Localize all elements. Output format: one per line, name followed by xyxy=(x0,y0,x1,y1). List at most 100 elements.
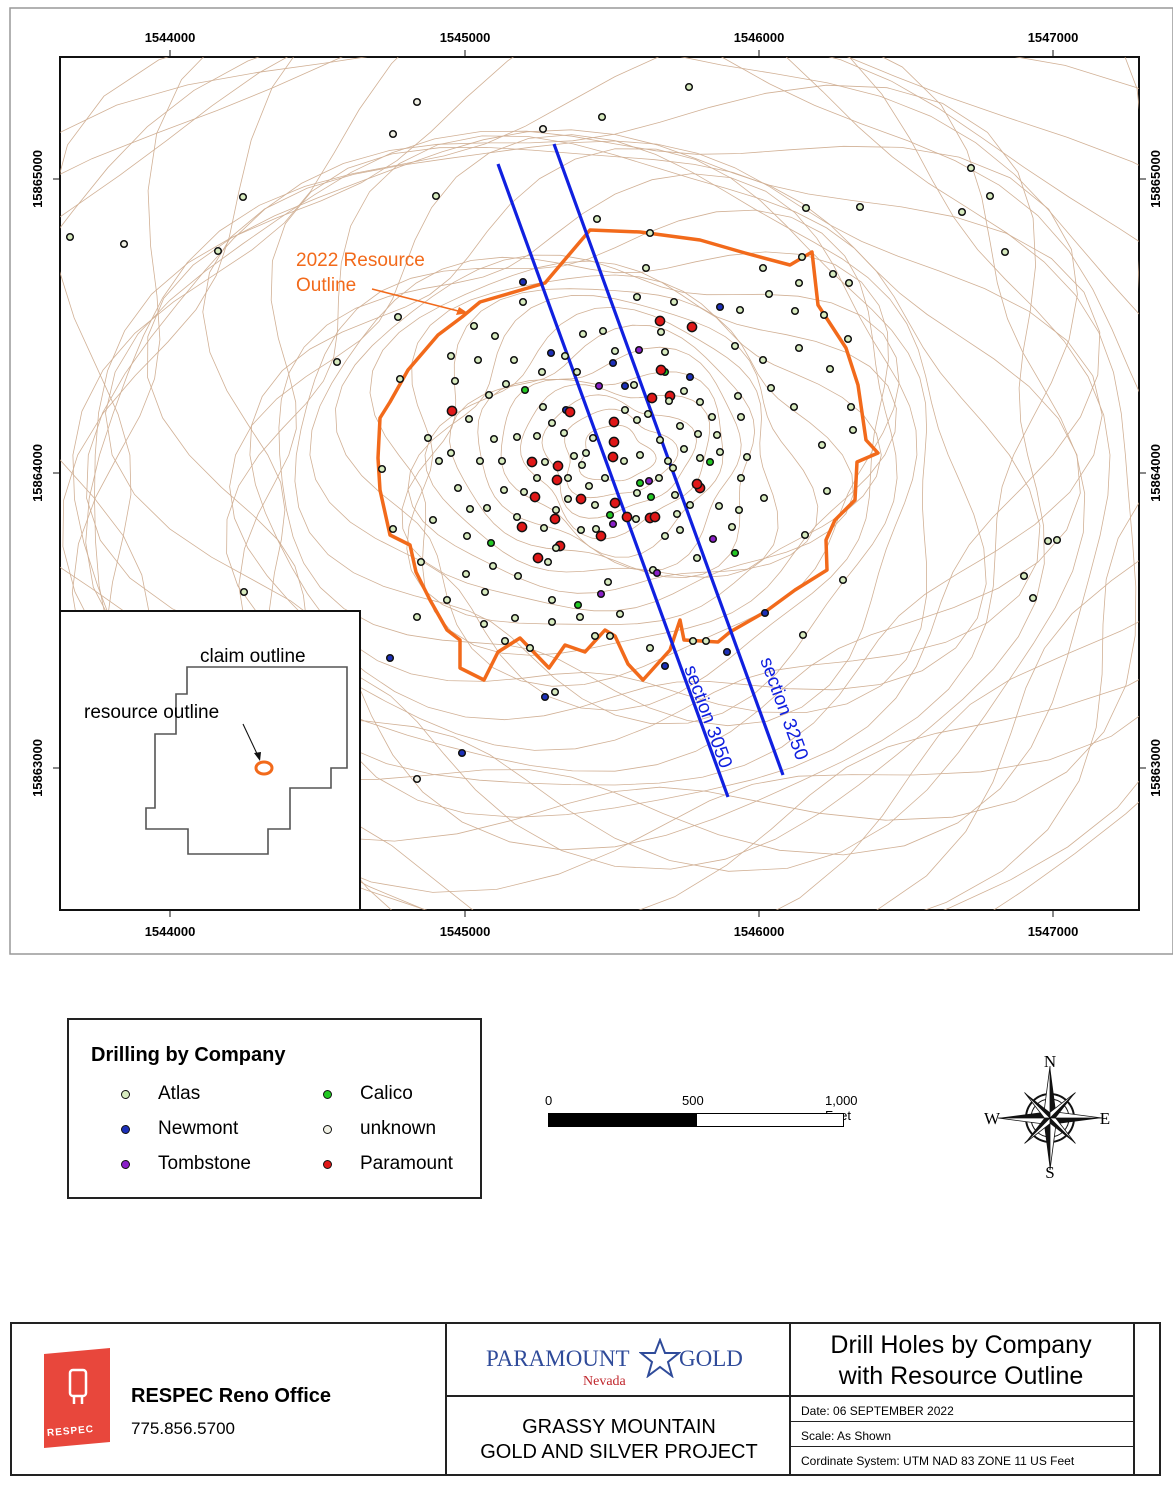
inset-resource-leader xyxy=(242,723,260,759)
drill-hole-marker xyxy=(634,345,644,355)
drill-hole-marker xyxy=(412,774,422,784)
drill-hole-marker xyxy=(828,269,838,279)
drill-hole-marker xyxy=(620,405,630,415)
legend-item-tombstone: Tombstone xyxy=(121,1153,251,1175)
contour-line xyxy=(60,57,1139,910)
drill-hole-marker xyxy=(475,456,485,466)
drill-hole-marker xyxy=(693,429,703,439)
drill-hole-marker xyxy=(446,448,456,458)
drill-hole-marker xyxy=(688,636,698,646)
scale-text: Scale: As Shown xyxy=(801,1429,892,1443)
drill-hole-marker xyxy=(794,343,804,353)
drill-hole-marker xyxy=(590,631,600,641)
drill-hole-marker xyxy=(473,355,483,365)
drill-hole-marker xyxy=(758,355,768,365)
drill-hole-marker xyxy=(727,522,737,532)
date-row: Date: 06 SEPTEMBER 2022 xyxy=(791,1397,1135,1422)
drill-hole-marker xyxy=(714,501,724,511)
resource-outline-label-line2: Outline xyxy=(296,275,356,296)
legend-tombstone-label: Tombstone xyxy=(158,1153,251,1174)
drill-hole-marker xyxy=(766,383,776,393)
drill-hole-marker xyxy=(632,488,642,498)
drill-hole-marker xyxy=(760,608,770,618)
contour-line xyxy=(294,209,898,725)
drill-hole-marker xyxy=(715,302,725,312)
inset-frame xyxy=(59,610,361,911)
inset-map: claim outline resource outline xyxy=(59,610,361,911)
drill-hole-marker xyxy=(635,478,645,488)
scale-bar-black-segment xyxy=(548,1113,698,1127)
drill-hole-marker xyxy=(645,228,655,238)
drill-hole-marker xyxy=(446,405,458,417)
drill-hole-marker xyxy=(669,297,679,307)
crs-text: Cordinate System: UTM NAD 83 ZONE 11 US … xyxy=(801,1454,1075,1468)
drill-hole-marker xyxy=(450,376,460,386)
contour-line xyxy=(229,134,987,721)
drill-hole-marker xyxy=(482,503,492,513)
legend-tombstone-symbol xyxy=(121,1159,130,1169)
contour-line xyxy=(407,295,819,594)
inset-resource-outline xyxy=(254,760,274,776)
resource-label-leader xyxy=(371,288,467,314)
drill-hole-marker xyxy=(605,510,615,520)
drill-hole-marker xyxy=(538,402,548,412)
legend-unknown-symbol xyxy=(323,1124,332,1134)
drill-hole-marker xyxy=(395,374,405,384)
drill-hole-marker xyxy=(543,557,553,567)
drill-hole-marker xyxy=(238,192,248,202)
drill-hole-marker xyxy=(388,129,398,139)
drill-hole-marker xyxy=(660,531,670,541)
legend-unknown-label: unknown xyxy=(360,1118,437,1139)
crs-row: Cordinate System: UTM NAD 83 ZONE 11 US … xyxy=(791,1447,1135,1474)
contour-line xyxy=(62,57,1139,893)
inset-resource-label: resource outline xyxy=(84,702,219,723)
drill-hole-marker xyxy=(518,297,528,307)
drill-hole-marker xyxy=(563,473,573,483)
drill-hole-marker xyxy=(551,543,561,553)
drill-hole-marker xyxy=(736,473,746,483)
x-tick-top-1544000: 1544000 xyxy=(145,30,196,45)
drill-hole-marker xyxy=(1028,593,1038,603)
drill-hole-marker xyxy=(538,124,548,134)
drill-hole-marker xyxy=(685,500,695,510)
drill-hole-marker xyxy=(734,505,744,515)
drill-hole-marker xyxy=(591,524,601,534)
drill-hole-marker xyxy=(621,511,633,523)
compass-rose-icon xyxy=(997,1065,1103,1171)
legend-newmont-symbol xyxy=(121,1124,130,1134)
office-name: RESPEC Reno Office xyxy=(131,1385,332,1407)
contour-line xyxy=(72,57,1137,842)
scale-row: Scale: As Shown xyxy=(791,1422,1135,1447)
drill-hole-marker xyxy=(547,617,557,627)
drill-hole-marker xyxy=(663,456,673,466)
drill-hole-marker xyxy=(610,346,620,356)
drill-hole-marker xyxy=(722,647,732,657)
drill-hole-marker xyxy=(730,341,740,351)
section-3050-line xyxy=(496,163,730,798)
project-line-2: GOLD AND SILVER PROJECT xyxy=(480,1441,758,1463)
drill-hole-marker xyxy=(759,493,769,503)
legend-paramount-symbol xyxy=(323,1159,332,1169)
respec-logo xyxy=(44,1348,110,1448)
drill-hole-marker xyxy=(701,636,711,646)
legend-calico-symbol xyxy=(323,1089,332,1099)
drill-hole-marker xyxy=(608,519,618,529)
drill-hole-marker xyxy=(646,492,656,502)
drill-hole-marker xyxy=(664,396,674,406)
contour-line xyxy=(249,148,928,714)
contour-line xyxy=(86,84,1045,870)
drill-hole-marker xyxy=(660,347,670,357)
drill-hole-marker xyxy=(632,292,642,302)
drill-hole-marker xyxy=(1052,535,1062,545)
drill-hole-marker xyxy=(490,331,500,341)
x-tick-bottom-1547000: 1547000 xyxy=(1028,924,1079,939)
drill-hole-marker xyxy=(691,478,703,490)
drill-hole-marker xyxy=(758,263,768,273)
drill-hole-marker xyxy=(119,239,129,249)
drill-hole-marker xyxy=(520,385,530,395)
contour-line xyxy=(85,57,1086,872)
drill-hole-marker xyxy=(516,521,528,533)
contour-line xyxy=(309,251,889,712)
y-tick-left-15863000: 15863000 xyxy=(30,739,45,797)
drill-hole-marker xyxy=(646,392,658,404)
